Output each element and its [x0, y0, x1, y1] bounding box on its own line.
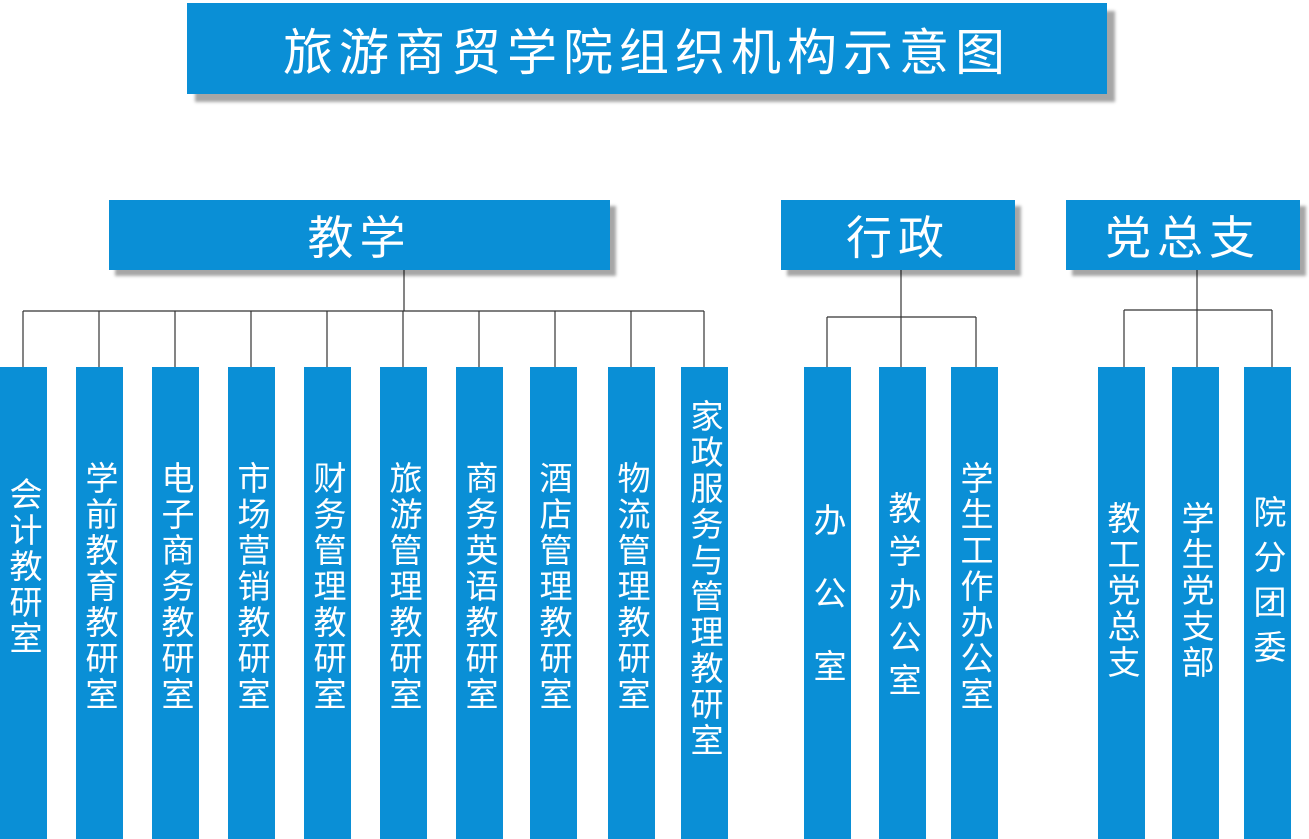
unit-label: 学前教育教研室	[80, 461, 119, 713]
unit-teaching-office: 教学办公室	[879, 367, 926, 839]
unit-ecommerce: 电子商务教研室	[152, 367, 199, 839]
page-title: 旅游商贸学院组织机构示意图	[187, 3, 1107, 94]
unit-label: 物流管理教研室	[612, 461, 651, 713]
group-party: 党总支	[1066, 200, 1300, 270]
unit-housekeeping: 家政服务与管理教研室	[681, 367, 728, 839]
unit-office: 办公室	[804, 367, 851, 839]
unit-tourism: 旅游管理教研室	[380, 367, 427, 839]
unit-student-party: 学生党支部	[1172, 367, 1219, 839]
unit-marketing: 市场营销教研室	[228, 367, 275, 839]
group-teaching: 教学	[109, 200, 610, 270]
unit-label: 酒店管理教研室	[534, 461, 573, 713]
unit-label: 会计教研室	[4, 477, 43, 657]
unit-logistics: 物流管理教研室	[608, 367, 655, 839]
unit-label: 旅游管理教研室	[384, 461, 423, 713]
unit-preschool: 学前教育教研室	[76, 367, 123, 839]
unit-faculty-party: 教工党总支	[1098, 367, 1145, 839]
unit-finance: 财务管理教研室	[304, 367, 351, 839]
unit-label: 财务管理教研室	[308, 461, 347, 713]
unit-label: 家政服务与管理教研室	[685, 399, 724, 759]
unit-hotel: 酒店管理教研室	[530, 367, 577, 839]
unit-label: 教学办公室	[883, 491, 922, 706]
unit-youth-league: 院分团委	[1244, 367, 1291, 839]
unit-accounting: 会计教研室	[0, 367, 47, 839]
unit-label: 商务英语教研室	[460, 461, 499, 713]
unit-label: 院分团委	[1248, 495, 1287, 675]
unit-business-english: 商务英语教研室	[456, 367, 503, 839]
unit-student-affairs-office: 学生工作办公室	[951, 367, 998, 839]
unit-label: 学生工作办公室	[955, 461, 994, 713]
unit-label: 教工党总支	[1102, 501, 1141, 681]
unit-label: 市场营销教研室	[232, 461, 271, 713]
unit-label: 电子商务教研室	[156, 461, 195, 713]
unit-label: 学生党支部	[1176, 501, 1215, 681]
unit-label: 办公室	[808, 503, 847, 722]
group-admin: 行政	[781, 200, 1015, 270]
